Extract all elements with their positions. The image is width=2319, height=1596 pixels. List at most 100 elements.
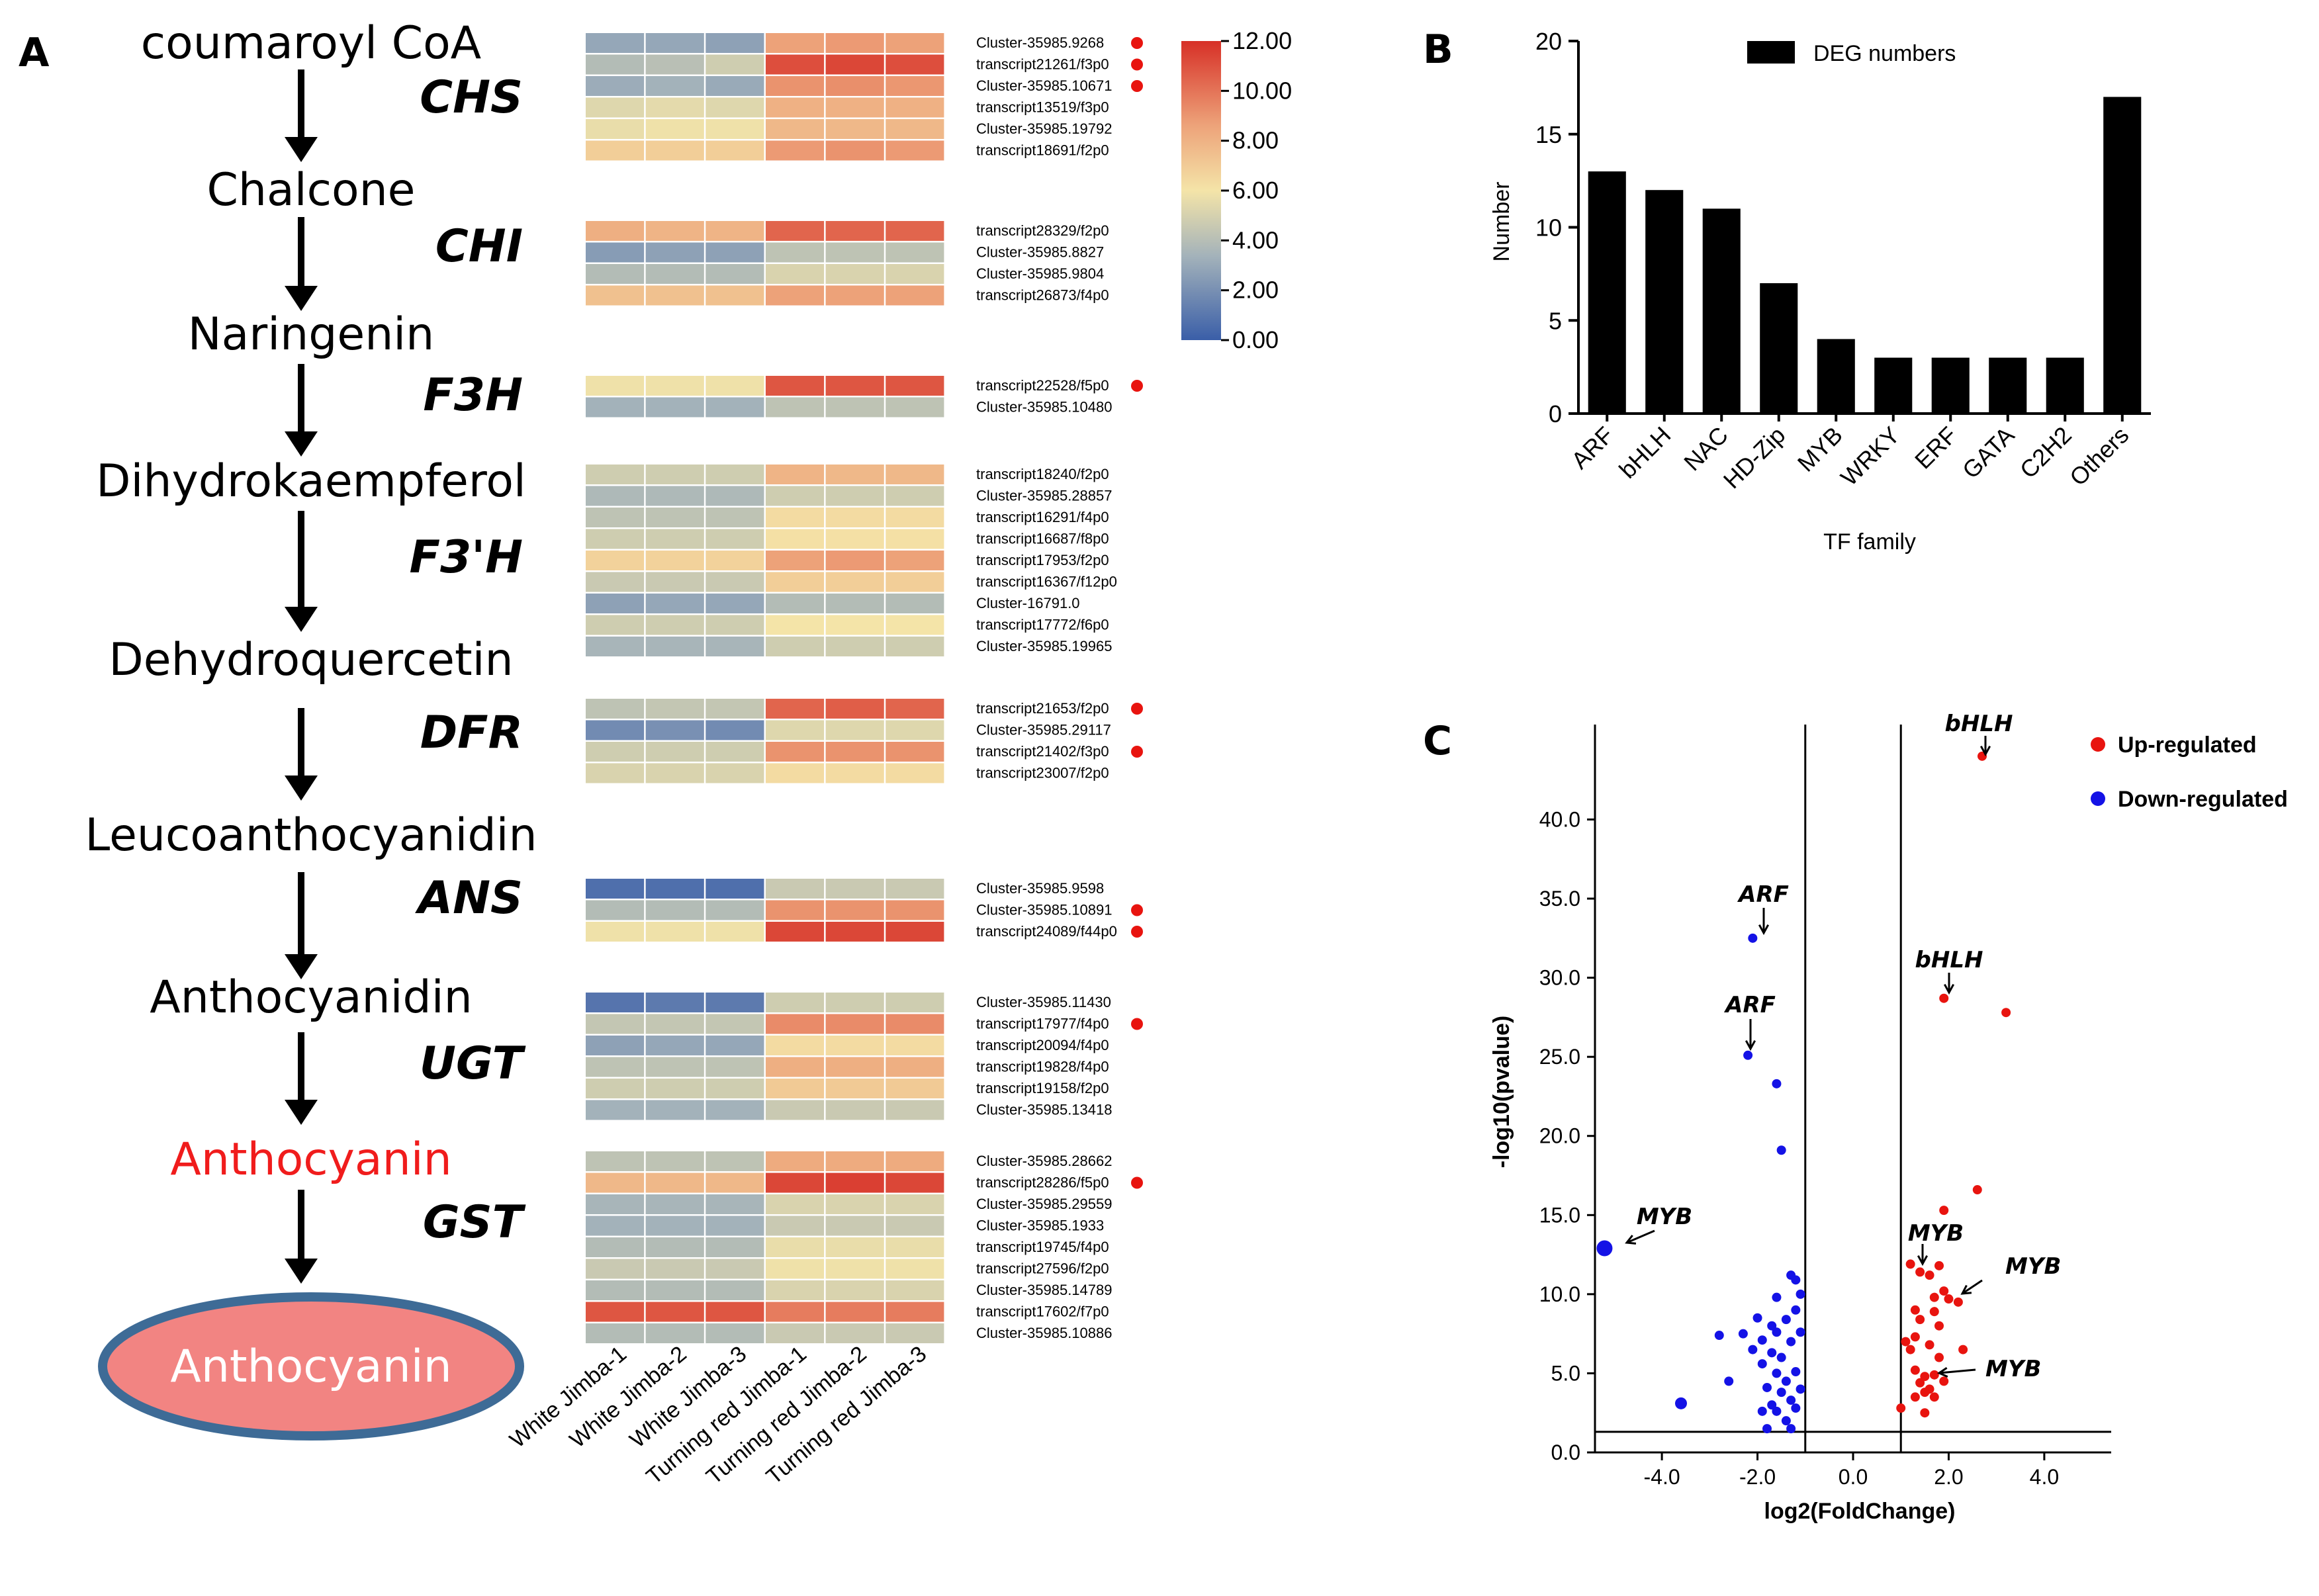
gene-label: transcript21653/f2p0 xyxy=(976,700,1109,717)
heatmap-cell xyxy=(586,97,645,118)
heatmap-cell xyxy=(705,993,764,1012)
heatmap-cell xyxy=(825,922,884,942)
heatmap-cell xyxy=(825,879,884,899)
gene-label: transcript26873/f4p0 xyxy=(976,287,1109,304)
heatmap-cell xyxy=(705,1280,764,1300)
heatmap-cell xyxy=(825,97,884,118)
heatmap-cell xyxy=(645,879,704,899)
down-regulated-point xyxy=(1772,1292,1782,1302)
heatmap-cell xyxy=(586,465,645,484)
heatmap-cell xyxy=(765,1280,825,1300)
colorbar-tick-label: 6.00 xyxy=(1232,177,1279,204)
gene-label: transcript17602/f7p0 xyxy=(976,1304,1109,1320)
heatmap-cell xyxy=(886,900,944,920)
heatmap-cell xyxy=(586,529,645,549)
heatmap-cell xyxy=(825,1259,884,1279)
colorbar-tick-label: 4.00 xyxy=(1232,226,1279,253)
down-regulated-point xyxy=(1596,1240,1613,1257)
heatmap-cell xyxy=(886,76,944,96)
metabolite-1: Chalcone xyxy=(206,164,415,216)
heatmap-cell xyxy=(886,397,944,418)
heatmap-cell xyxy=(705,264,764,284)
heatmap-cell xyxy=(586,615,645,635)
heatmap-cell xyxy=(886,1100,944,1120)
pathway-arrow-head xyxy=(285,607,318,632)
pathway-arrows xyxy=(285,69,318,1284)
heatmap-cell xyxy=(586,637,645,656)
up-regulated-point xyxy=(1958,1345,1968,1354)
colorbar-tick-label: 0.00 xyxy=(1232,326,1279,353)
down-regulated-point xyxy=(1772,1368,1782,1378)
heatmap-cell xyxy=(586,1302,645,1322)
annotation-label: bHLH xyxy=(1945,711,2013,737)
gene-label: transcript16687/f8p0 xyxy=(976,531,1109,547)
heatmap-cell xyxy=(765,285,825,306)
heatmap-cell xyxy=(586,1259,645,1279)
gene-label: Cluster-35985.19965 xyxy=(976,638,1112,654)
heatmap-cell xyxy=(586,993,645,1012)
x-tick-label: 0.0 xyxy=(1839,1465,1868,1489)
heatmap-cell xyxy=(825,1237,884,1257)
heatmap-cell xyxy=(765,1057,825,1077)
heatmap-cell xyxy=(886,264,944,284)
heatmap-cell xyxy=(765,97,825,118)
heatmap-cell xyxy=(586,119,645,139)
heatmap-colorbar: 12.00 10.00 8.00 6.00 4.00 2.00 0.00 xyxy=(1181,27,1292,353)
down-regulated-point xyxy=(1786,1424,1796,1434)
heatmap-cell xyxy=(645,376,704,396)
down-regulated-point xyxy=(1743,1050,1753,1060)
heatmap-cell xyxy=(825,699,884,719)
gene-label: transcript24089/f44p0 xyxy=(976,923,1117,940)
heatmap-cell xyxy=(825,1014,884,1034)
heatmap-cell xyxy=(586,551,645,570)
enzyme-label-7: GST xyxy=(423,1196,526,1249)
heatmap-cell xyxy=(886,1057,944,1077)
heatmap-cell xyxy=(765,508,825,527)
heatmap-cell xyxy=(705,1216,764,1236)
gene-label: transcript20094/f4p0 xyxy=(976,1037,1109,1053)
heatmap-cell xyxy=(645,529,704,549)
x-axis-title: TF family xyxy=(1823,529,1916,554)
heatmap-cell xyxy=(645,97,704,118)
heatmap-cell xyxy=(705,33,764,53)
gene-label: Cluster-35985.1933 xyxy=(976,1218,1104,1234)
up-regulated-point xyxy=(1910,1392,1920,1402)
panel-a: A coumaroyl CoA Chalcone Naringenin Dihydro… xyxy=(19,17,1292,1489)
heatmap-cell xyxy=(645,615,704,635)
heatmap-cell xyxy=(886,376,944,396)
enzyme-label-6: UGT xyxy=(420,1038,526,1090)
heatmap-cell xyxy=(705,76,764,96)
heatmap-cell xyxy=(765,140,825,161)
heatmap-cell xyxy=(645,1259,704,1279)
annotation-arrowhead xyxy=(1758,924,1770,936)
down-regulated-point xyxy=(1781,1315,1791,1325)
bar-HD-Zip xyxy=(1760,283,1798,414)
heatmap-cell xyxy=(825,993,884,1012)
heatmap-cell xyxy=(825,572,884,592)
metabolite-0: coumaroyl CoA xyxy=(141,17,481,69)
up-regulated-point xyxy=(1896,1403,1906,1413)
heatmap-cell xyxy=(765,119,825,139)
heatmap-cell xyxy=(705,529,764,549)
final-product-label: Anthocyanin xyxy=(170,1341,451,1393)
gene-label: Cluster-35985.10891 xyxy=(976,902,1112,918)
up-regulated-point xyxy=(1939,1286,1949,1296)
down-regulated-point xyxy=(1781,1376,1791,1386)
heatmap-cell xyxy=(645,242,704,263)
colorbar-labels: 12.00 10.00 8.00 6.00 4.00 2.00 0.00 xyxy=(1221,27,1292,353)
heatmap-cell xyxy=(586,221,645,241)
heatmap-cell xyxy=(705,879,764,899)
annotation-label: MYB xyxy=(1908,1220,1964,1247)
down-regulated-point xyxy=(1752,1313,1762,1323)
heatmap-cell xyxy=(645,1057,704,1077)
pathway-arrow-head xyxy=(285,1259,318,1284)
heatmap-cell xyxy=(586,922,645,942)
metabolite-7: Anthocyanin xyxy=(170,1133,451,1186)
heatmap-cell xyxy=(886,637,944,656)
x-tick-label: 4.0 xyxy=(2030,1465,2059,1489)
heatmap-cell xyxy=(586,486,645,506)
annotation-arrowhead xyxy=(1960,1284,1972,1295)
significance-dot xyxy=(1131,703,1143,715)
down-regulated-point xyxy=(1791,1367,1801,1377)
